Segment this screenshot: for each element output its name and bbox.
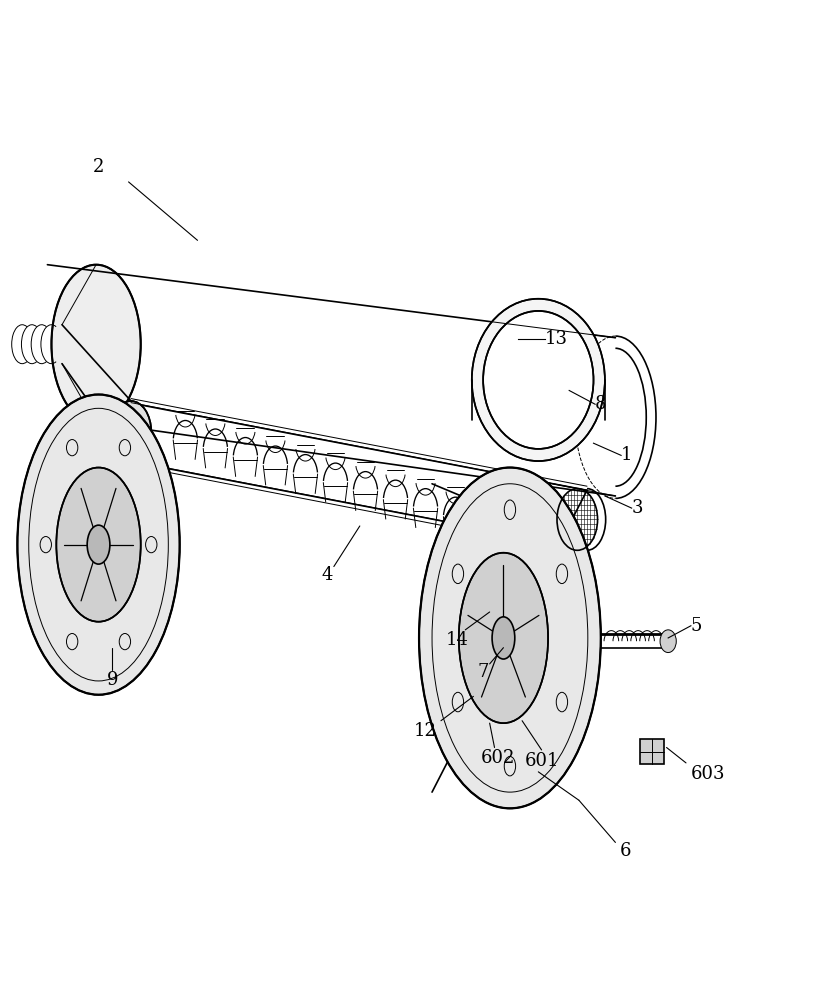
FancyBboxPatch shape — [640, 739, 664, 764]
Text: 9: 9 — [106, 671, 118, 689]
Ellipse shape — [419, 468, 600, 808]
Ellipse shape — [660, 630, 676, 653]
Ellipse shape — [492, 617, 515, 659]
Text: 14: 14 — [446, 631, 469, 649]
Ellipse shape — [459, 553, 548, 723]
Text: 4: 4 — [322, 566, 333, 584]
Ellipse shape — [51, 265, 141, 424]
Text: 601: 601 — [525, 752, 560, 770]
Text: 8: 8 — [595, 395, 607, 413]
Text: 602: 602 — [480, 749, 515, 767]
Text: 13: 13 — [545, 330, 568, 348]
Ellipse shape — [471, 299, 605, 461]
Ellipse shape — [483, 311, 593, 449]
Text: 603: 603 — [691, 765, 725, 783]
Text: 1: 1 — [621, 446, 632, 464]
Text: 12: 12 — [413, 722, 436, 740]
Text: 3: 3 — [632, 499, 643, 517]
Ellipse shape — [17, 395, 180, 695]
Text: 6: 6 — [620, 842, 632, 860]
Text: 2: 2 — [93, 158, 105, 176]
Text: 5: 5 — [691, 617, 703, 635]
Ellipse shape — [87, 525, 110, 564]
Ellipse shape — [110, 401, 151, 463]
Text: 7: 7 — [477, 663, 489, 681]
Ellipse shape — [56, 468, 141, 622]
